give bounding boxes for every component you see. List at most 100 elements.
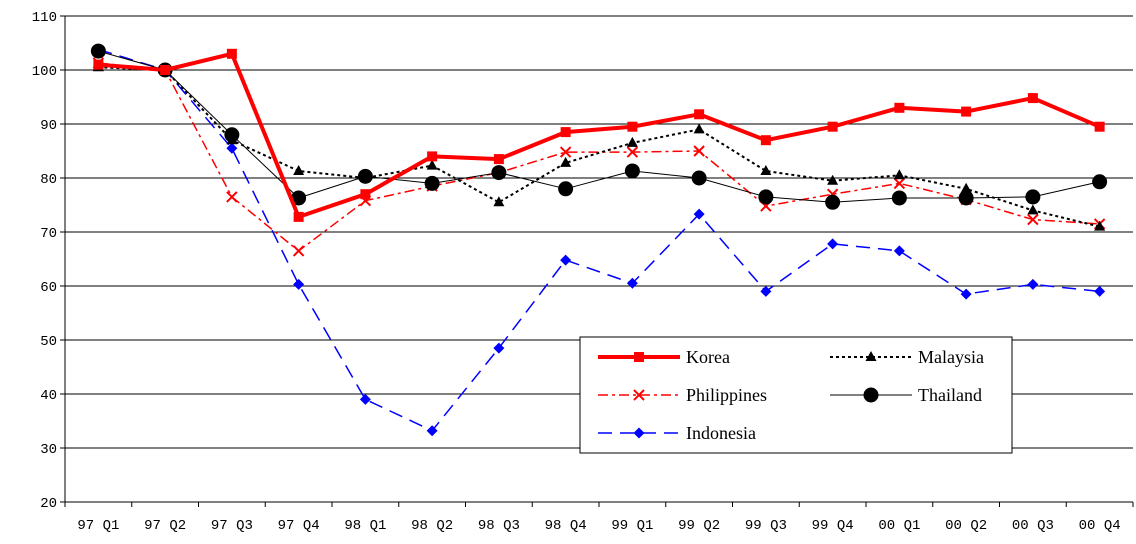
series-korea — [93, 48, 1105, 222]
data-point-malaysia — [626, 136, 638, 147]
data-point-philippines — [559, 146, 572, 158]
x-tick-label: 99 Q4 — [812, 518, 854, 534]
y-tick-label: 50 — [40, 334, 57, 350]
x-tick-label: 98 Q3 — [478, 518, 520, 534]
data-point-thailand — [1025, 189, 1041, 205]
series-line-indonesia — [98, 48, 1100, 432]
series-thailand — [90, 43, 1108, 210]
x-tick-label: 97 Q3 — [211, 518, 253, 534]
series-line-thailand — [98, 50, 1100, 203]
data-point-malaysia — [560, 156, 572, 167]
data-point-korea — [293, 211, 304, 222]
data-point-thailand — [224, 127, 240, 143]
data-point-korea — [226, 48, 237, 59]
legend-marker-philippines — [633, 389, 645, 401]
x-tick-label: 99 Q1 — [611, 518, 653, 534]
data-point-indonesia — [1027, 278, 1039, 290]
x-tick-label: 97 Q4 — [278, 518, 320, 534]
data-point-indonesia — [226, 142, 238, 154]
data-point-malaysia — [760, 164, 772, 175]
data-point-indonesia — [960, 288, 972, 300]
data-point-korea — [760, 135, 771, 146]
data-point-korea — [493, 154, 504, 165]
x-tick-label: 98 Q1 — [344, 518, 386, 534]
series-line-malaysia — [98, 66, 1100, 228]
legend-marker-indonesia — [633, 427, 645, 439]
x-tick-label: 99 Q2 — [678, 518, 720, 534]
data-point-korea — [1027, 93, 1038, 104]
data-point-philippines — [693, 145, 705, 157]
data-point-korea — [627, 121, 638, 132]
data-point-malaysia — [426, 159, 438, 170]
data-point-thailand — [691, 170, 707, 186]
data-point-korea — [827, 121, 838, 132]
data-point-thailand — [357, 168, 373, 184]
data-point-thailand — [90, 43, 106, 59]
legend-label-malaysia: Malaysia — [918, 347, 984, 367]
data-point-thailand — [624, 163, 640, 179]
y-tick-label: 80 — [40, 172, 57, 188]
data-point-malaysia — [827, 174, 839, 185]
data-point-indonesia — [760, 285, 772, 297]
data-point-korea — [160, 65, 171, 75]
data-point-thailand — [1092, 174, 1108, 190]
series-line-philippines — [98, 62, 1100, 252]
legend-marker-korea — [634, 352, 644, 362]
legend-label-korea: Korea — [686, 347, 730, 367]
y-tick-label: 20 — [40, 496, 57, 512]
y-tick-label: 110 — [32, 10, 57, 26]
data-point-korea — [1094, 121, 1105, 132]
legend-label-indonesia: Indonesia — [686, 423, 756, 443]
x-tick-label: 00 Q1 — [878, 518, 920, 534]
data-point-korea — [427, 151, 438, 162]
data-point-philippines — [893, 177, 906, 190]
data-point-indonesia — [293, 278, 305, 290]
y-tick-label: 40 — [40, 388, 57, 404]
data-point-philippines — [292, 245, 305, 257]
data-point-thailand — [291, 190, 307, 206]
data-point-indonesia — [893, 245, 905, 257]
x-tick-label: 98 Q2 — [411, 518, 453, 534]
axes: 20 30 40 50 60 70 80 90 100 110 97 Q1 97 Q2 97 Q3 97 … — [32, 10, 1134, 534]
data-point-indonesia — [626, 277, 638, 289]
x-tick-label: 98 Q4 — [545, 518, 587, 534]
x-tick-label: 97 Q2 — [144, 518, 186, 534]
data-point-philippines — [1027, 213, 1039, 226]
data-point-indonesia — [493, 342, 505, 354]
y-tick-label: 70 — [40, 226, 57, 242]
data-point-korea — [360, 189, 371, 200]
series-layer — [90, 43, 1108, 437]
data-point-indonesia — [827, 238, 839, 250]
x-tick-label: 00 Q3 — [1012, 518, 1054, 534]
y-tick-label: 90 — [40, 118, 57, 134]
data-point-malaysia — [493, 196, 505, 207]
data-point-thailand — [558, 181, 574, 197]
series-line-korea — [98, 51, 1101, 219]
x-tick-label: 97 Q1 — [77, 518, 119, 534]
data-point-korea — [560, 127, 571, 138]
data-point-philippines — [226, 191, 238, 203]
y-tick-label: 100 — [32, 64, 57, 80]
data-point-korea — [961, 106, 972, 117]
x-tick-label: 00 Q2 — [945, 518, 987, 534]
data-point-indonesia — [359, 393, 371, 405]
y-tick-label: 60 — [40, 280, 57, 296]
data-point-malaysia — [893, 169, 905, 180]
data-point-indonesia — [1094, 285, 1106, 297]
data-point-malaysia — [960, 182, 972, 193]
data-point-thailand — [958, 190, 974, 206]
data-point-indonesia — [693, 208, 705, 220]
data-point-thailand — [758, 189, 774, 205]
data-point-thailand — [424, 175, 440, 191]
data-point-thailand — [825, 194, 841, 210]
data-point-malaysia — [693, 123, 705, 134]
data-point-korea — [694, 109, 705, 120]
data-point-philippines — [626, 146, 639, 158]
x-tick-label: 99 Q3 — [745, 518, 787, 534]
data-point-malaysia — [293, 164, 305, 175]
y-tick-label: 30 — [40, 442, 57, 458]
data-point-indonesia — [426, 425, 438, 437]
data-point-malaysia — [1027, 204, 1039, 215]
data-point-indonesia — [560, 254, 572, 266]
